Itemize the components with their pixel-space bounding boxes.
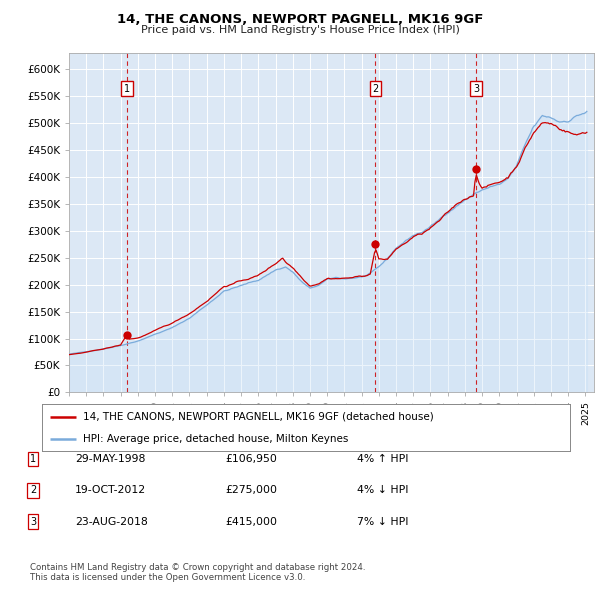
Text: £275,000: £275,000 [225,486,277,495]
Text: 4% ↑ HPI: 4% ↑ HPI [357,454,409,464]
Text: HPI: Average price, detached house, Milton Keynes: HPI: Average price, detached house, Milt… [83,434,349,444]
Text: £106,950: £106,950 [225,454,277,464]
Text: 3: 3 [30,517,36,526]
Text: 19-OCT-2012: 19-OCT-2012 [75,486,146,495]
Text: 3: 3 [473,84,479,94]
Text: 14, THE CANONS, NEWPORT PAGNELL, MK16 9GF: 14, THE CANONS, NEWPORT PAGNELL, MK16 9G… [117,13,483,26]
Text: 14, THE CANONS, NEWPORT PAGNELL, MK16 9GF (detached house): 14, THE CANONS, NEWPORT PAGNELL, MK16 9G… [83,412,434,422]
Text: 2: 2 [30,486,36,495]
Text: 23-AUG-2018: 23-AUG-2018 [75,517,148,526]
Text: 2: 2 [372,84,379,94]
Text: 1: 1 [30,454,36,464]
Text: Contains HM Land Registry data © Crown copyright and database right 2024.: Contains HM Land Registry data © Crown c… [30,563,365,572]
Text: Price paid vs. HM Land Registry's House Price Index (HPI): Price paid vs. HM Land Registry's House … [140,25,460,35]
Text: £415,000: £415,000 [225,517,277,526]
Text: This data is licensed under the Open Government Licence v3.0.: This data is licensed under the Open Gov… [30,573,305,582]
Text: 1: 1 [124,84,130,94]
Text: 4% ↓ HPI: 4% ↓ HPI [357,486,409,495]
Text: 29-MAY-1998: 29-MAY-1998 [75,454,145,464]
Text: 7% ↓ HPI: 7% ↓ HPI [357,517,409,526]
